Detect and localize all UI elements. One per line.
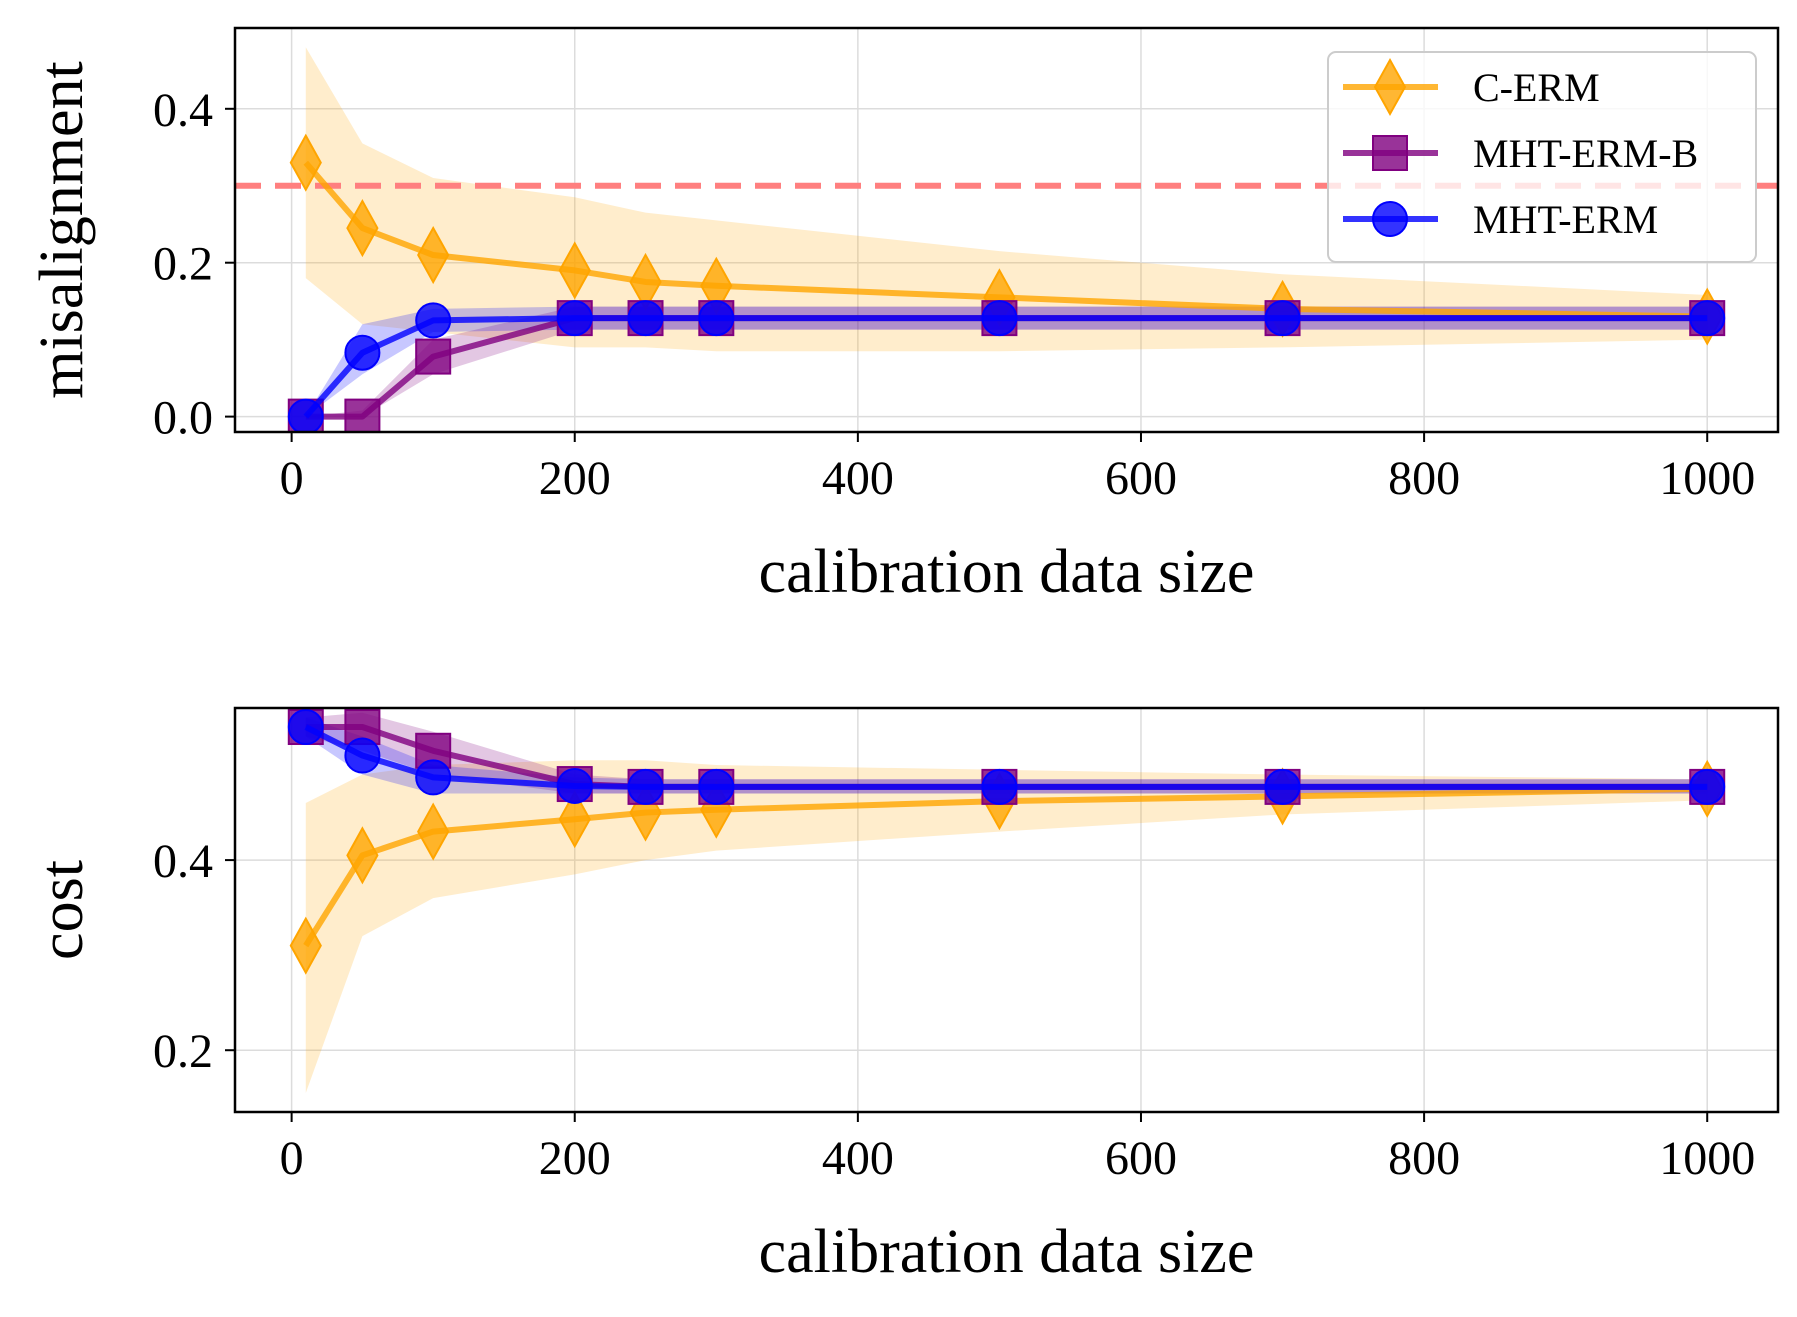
data-point-c-erm bbox=[417, 802, 450, 861]
confidence-band-c-erm bbox=[305, 760, 1708, 1093]
data-point-mht-erm-b bbox=[344, 709, 381, 746]
data-point-c-erm bbox=[558, 790, 591, 849]
y-tick-label: 0.0 bbox=[153, 392, 213, 445]
axes-frame bbox=[233, 26, 1780, 434]
y-axis-label: misalignment bbox=[28, 61, 96, 399]
data-point-c-erm bbox=[417, 225, 450, 285]
y-tick-label: 0.4 bbox=[153, 84, 213, 137]
data-point-c-erm bbox=[558, 241, 591, 300]
data-point-mht-erm bbox=[344, 737, 381, 774]
legend-label: C-ERM bbox=[1473, 65, 1600, 110]
legend-box bbox=[1327, 51, 1757, 263]
x-axis-label: calibration data size bbox=[759, 1218, 1255, 1286]
data-point-mht-erm bbox=[627, 300, 664, 337]
x-tick-label: 800 bbox=[1388, 1132, 1460, 1185]
data-point-mht-erm bbox=[415, 759, 452, 796]
data-point-c-erm bbox=[289, 916, 322, 975]
x-tick-label: 1000 bbox=[1659, 1132, 1755, 1185]
x-tick-label: 600 bbox=[1105, 452, 1177, 505]
legend-item-mht-erm-b: MHT-ERM-B bbox=[1343, 131, 1698, 176]
data-point-mht-erm bbox=[556, 767, 593, 804]
data-point-mht-erm-b bbox=[415, 338, 452, 375]
data-point-mht-erm-b bbox=[344, 398, 381, 432]
data-point-mht-erm bbox=[981, 300, 1018, 337]
legend-marker bbox=[1372, 135, 1408, 171]
x-tick-label: 400 bbox=[822, 452, 894, 505]
legend-item-c-erm: C-ERM bbox=[1343, 57, 1600, 117]
plot-area bbox=[287, 709, 1726, 1093]
chart-panel-2: 0 200 400 600 800 1000 0.2 0.4 calibration data … bbox=[28, 706, 1780, 1286]
data-point-mht-erm bbox=[415, 302, 452, 339]
data-point-mht-erm bbox=[1264, 768, 1301, 805]
y-tick-label: 0.4 bbox=[153, 835, 213, 888]
data-point-mht-erm bbox=[1264, 300, 1301, 337]
data-point-mht-erm bbox=[287, 398, 324, 432]
data-point-mht-erm bbox=[981, 768, 1018, 805]
data-point-mht-erm bbox=[1689, 768, 1726, 805]
y-tick-label: 0.2 bbox=[153, 238, 213, 291]
legend: C-ERM MHT-ERM-B MHT-ERM bbox=[1327, 51, 1757, 263]
x-tick-label: 200 bbox=[539, 1132, 611, 1185]
data-point-mht-erm bbox=[698, 768, 735, 805]
x-tick-label: 600 bbox=[1105, 1132, 1177, 1185]
data-point-mht-erm bbox=[344, 334, 381, 371]
y-tick-label: 0.2 bbox=[153, 1025, 213, 1078]
x-tick-label: 1000 bbox=[1659, 452, 1755, 505]
legend-item-mht-erm: MHT-ERM bbox=[1343, 197, 1658, 242]
x-axis-label: calibration data size bbox=[759, 538, 1255, 606]
data-point-mht-erm bbox=[1689, 300, 1726, 337]
plot-area bbox=[235, 47, 1778, 432]
legend-label: MHT-ERM bbox=[1473, 197, 1658, 242]
chart-panel-1: 0 200 400 600 800 1000 0.0 0.2 0.4 calibration da… bbox=[28, 26, 1780, 606]
x-tick-label: 0 bbox=[280, 452, 304, 505]
legend-marker bbox=[1373, 57, 1407, 117]
legend-marker bbox=[1372, 201, 1408, 237]
data-point-mht-erm bbox=[287, 709, 324, 746]
axes-frame bbox=[233, 706, 1780, 1114]
y-axis-label: cost bbox=[28, 860, 96, 960]
data-point-mht-erm bbox=[627, 768, 664, 805]
data-point-c-erm bbox=[346, 826, 379, 885]
x-tick-label: 200 bbox=[539, 452, 611, 505]
x-tick-label: 400 bbox=[822, 1132, 894, 1185]
data-point-c-erm bbox=[346, 199, 379, 258]
data-point-c-erm bbox=[289, 133, 322, 192]
x-tick-label: 800 bbox=[1388, 452, 1460, 505]
x-tick-label: 0 bbox=[280, 1132, 304, 1185]
legend-label: MHT-ERM-B bbox=[1473, 131, 1698, 176]
data-point-mht-erm bbox=[698, 300, 735, 337]
data-point-mht-erm bbox=[556, 300, 593, 337]
